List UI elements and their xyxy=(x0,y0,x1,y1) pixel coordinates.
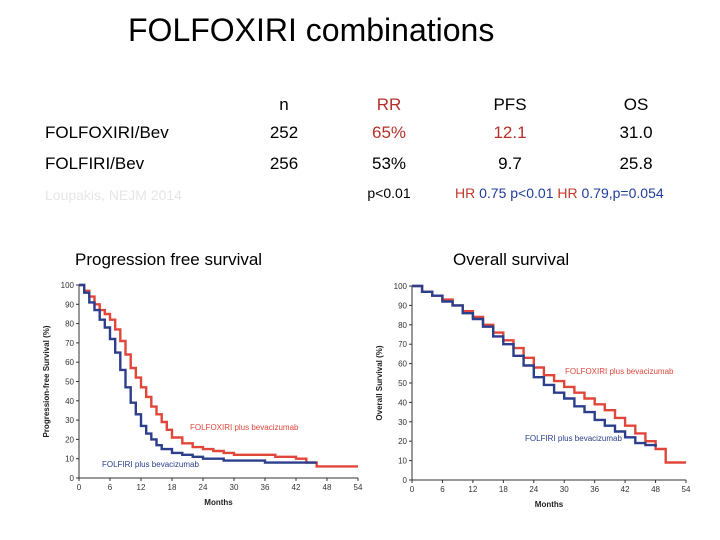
os-x-tick-label: 42 xyxy=(621,485,630,494)
pfs-x-tick-label: 0 xyxy=(77,483,82,492)
pfs-y-tick-label: 70 xyxy=(65,339,74,348)
os-y-tick-label: 20 xyxy=(398,437,407,446)
pfs-x-tick-label: 24 xyxy=(199,483,208,492)
pfs-y-tick-label: 80 xyxy=(65,320,74,329)
pfs-x-axis-label: Months xyxy=(204,498,233,507)
pfs-x-tick-label: 18 xyxy=(168,483,177,492)
cell-os-folfoxiri: 31.0 xyxy=(619,123,653,142)
os-x-tick-label: 12 xyxy=(468,485,477,494)
os-chart: 0 10 20 30 40 50 60 70 80 90 100 0 6 12 18 24 30 36 42 48 54… xyxy=(375,282,691,509)
pfs-series-folfoxiri-line xyxy=(79,283,358,468)
row-label-folfiri: FOLFIRI/Bev xyxy=(45,154,145,173)
cell-n-folfiri: 256 xyxy=(269,154,299,173)
pfs-x-tick-label: 6 xyxy=(108,483,113,492)
os-y-tick-label: 0 xyxy=(403,476,408,485)
pfs-y-tick-label: 60 xyxy=(65,358,74,367)
pfs-annotation-folfoxiri: FOLFOXIRI plus bevacizumab xyxy=(190,423,299,432)
pfs-y-tick-label: 0 xyxy=(70,474,75,483)
os-hr-value: 0.79, xyxy=(581,185,613,201)
os-y-tick-label: 50 xyxy=(398,379,407,388)
os-y-tick-label: 80 xyxy=(398,321,407,330)
os-x-tick-label: 48 xyxy=(651,485,660,494)
pfs-y-tick-label: 20 xyxy=(65,435,74,444)
cell-pfs-folfoxiri: 12.1 xyxy=(493,123,527,142)
os-x-tick-label: 30 xyxy=(560,485,569,494)
rr-p-value: p<0.01 xyxy=(367,185,411,201)
os-y-tick-label: 90 xyxy=(398,301,407,310)
pfs-y-tick-label: 40 xyxy=(65,397,74,406)
pfs-y-tick-label: 50 xyxy=(65,378,74,387)
os-y-tick-label: 30 xyxy=(398,418,407,427)
cell-n-folfoxiri: 252 xyxy=(269,123,299,142)
pfs-x-tick-label: 36 xyxy=(261,483,270,492)
os-x-tick-label: 18 xyxy=(499,485,508,494)
os-p-value: p=0.054 xyxy=(612,185,664,201)
pfs-y-tick-label: 30 xyxy=(65,416,74,425)
pfs-x-tick-label: 48 xyxy=(323,483,332,492)
os-y-tick-label: 100 xyxy=(394,282,408,291)
pfs-y-axis-label: Progression-free Survival (%) xyxy=(42,325,51,437)
os-annotation-folfoxiri: FOLFOXIRI plus bevacizumab xyxy=(565,367,674,376)
os-x-tick-label: 6 xyxy=(440,485,445,494)
slide-title: FOLFOXIRI combinations xyxy=(128,12,495,48)
os-y-axis-label: Overall Survival (%) xyxy=(375,345,384,420)
pfs-chart: 0 10 20 30 40 50 60 70 80 90 100 0 6 12 18 24 30 36 42 48 54… xyxy=(42,281,363,507)
os-hr-label: HR xyxy=(557,185,578,201)
pfs-y-tick-label: 90 xyxy=(65,300,74,309)
os-panel-title: Overall survival xyxy=(453,250,570,269)
row-label-folfoxiri: FOLFOXIRI/Bev xyxy=(45,123,169,142)
pfs-y-tick-label: 10 xyxy=(65,455,74,464)
os-x-axis-label: Months xyxy=(535,500,564,509)
os-y-tick-label: 40 xyxy=(398,398,407,407)
pfs-annotation-folfiri: FOLFIRI plus bevacizumab xyxy=(102,460,199,469)
cell-os-folfiri: 25.8 xyxy=(619,154,653,173)
cell-rr-folfoxiri: 65% xyxy=(371,123,407,142)
stats-line: HR 0.75 p<0.01 HR 0.79,p=0.054 xyxy=(455,185,664,201)
header-pfs: PFS xyxy=(493,95,527,114)
header-n: n xyxy=(279,95,289,114)
os-annotation-folfiri: FOLFIRI plus bevacizumab xyxy=(525,434,622,443)
os-x-tick-label: 24 xyxy=(529,485,538,494)
pfs-panel-title: Progression free survival xyxy=(75,250,263,269)
citation: Loupakis, NEJM 2014 xyxy=(45,187,182,203)
pfs-hr-label: HR xyxy=(455,185,476,201)
header-os: OS xyxy=(623,95,649,114)
pfs-hr-value: 0.75 xyxy=(479,185,507,201)
os-x-tick-label: 54 xyxy=(682,485,691,494)
cell-rr-folfiri: 53% xyxy=(371,154,407,173)
pfs-x-tick-label: 30 xyxy=(230,483,239,492)
header-rr: RR xyxy=(376,95,402,114)
pfs-y-tick-label: 100 xyxy=(61,281,75,290)
pfs-x-tick-label: 42 xyxy=(292,483,301,492)
os-x-tick-label: 0 xyxy=(410,485,415,494)
os-y-tick-label: 70 xyxy=(398,340,407,349)
pfs-p-value: p<0.01 xyxy=(510,185,554,201)
cell-pfs-folfiri: 9.7 xyxy=(498,154,522,173)
pfs-x-tick-label: 54 xyxy=(354,483,363,492)
pfs-series-folfiri-line xyxy=(79,283,317,464)
os-y-tick-label: 60 xyxy=(398,360,407,369)
os-y-tick-label: 10 xyxy=(398,457,407,466)
pfs-x-tick-label: 12 xyxy=(137,483,146,492)
os-x-tick-label: 36 xyxy=(590,485,599,494)
os-series-folfiri-line xyxy=(412,284,657,447)
